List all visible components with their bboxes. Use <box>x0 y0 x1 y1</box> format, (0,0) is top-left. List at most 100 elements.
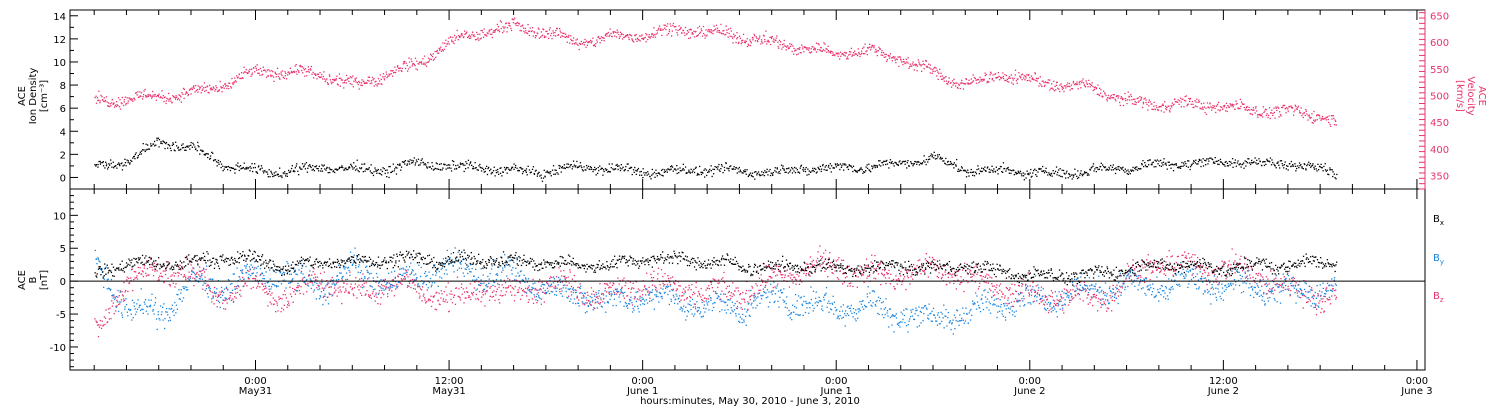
density-point <box>1015 172 1017 174</box>
bz-point <box>568 295 570 297</box>
density-point <box>541 180 544 182</box>
density-point <box>309 165 311 167</box>
velocity-point <box>1053 80 1055 82</box>
velocity-point <box>293 71 296 73</box>
bz-point <box>346 278 349 280</box>
bz-point <box>1046 298 1048 300</box>
velocity-point <box>1297 107 1299 109</box>
bz-point <box>511 294 513 296</box>
bz-point <box>905 288 907 291</box>
bz-point <box>990 289 992 292</box>
bz-point <box>938 272 940 274</box>
density-point <box>347 168 349 171</box>
bz-point <box>591 301 594 303</box>
velocity-point <box>133 97 135 100</box>
density-point <box>952 163 955 166</box>
density-point <box>1281 163 1283 165</box>
density-point <box>1170 164 1172 166</box>
velocity-point <box>861 47 864 50</box>
density-point <box>476 169 478 171</box>
density-point <box>258 165 260 167</box>
bz-point <box>1061 309 1064 311</box>
bz-point <box>571 278 573 280</box>
velocity-point <box>497 29 499 32</box>
velocity-point <box>300 66 302 68</box>
velocity-point <box>1242 103 1244 106</box>
velocity-point <box>159 97 161 99</box>
density-point <box>262 170 264 172</box>
velocity-point <box>1163 111 1165 113</box>
velocity-point <box>1230 105 1232 107</box>
bz-point <box>105 309 107 311</box>
density-point <box>1035 174 1037 176</box>
density-point <box>961 167 963 169</box>
velocity-point <box>695 30 697 33</box>
bz-point <box>711 287 713 289</box>
density-point <box>615 164 617 166</box>
velocity-point <box>1248 106 1250 108</box>
bz-point <box>369 294 372 296</box>
density-point <box>803 170 805 172</box>
bz-point <box>931 256 934 259</box>
velocity-point <box>950 82 952 84</box>
density-point <box>1077 170 1079 172</box>
density-point <box>571 168 573 170</box>
density-point <box>1277 162 1279 164</box>
velocity-point <box>921 70 923 72</box>
bz-point <box>898 279 901 281</box>
density-point <box>868 163 870 165</box>
velocity-point <box>430 53 432 55</box>
velocity-point <box>576 43 578 45</box>
velocity-point <box>357 83 359 86</box>
velocity-point <box>772 40 774 42</box>
velocity-point <box>376 85 378 87</box>
velocity-point <box>836 53 838 55</box>
bz-point <box>610 286 612 289</box>
density-point <box>873 164 875 166</box>
bz-point <box>726 296 728 298</box>
density-point <box>393 170 395 172</box>
density-point <box>414 162 417 164</box>
density-point <box>1022 175 1025 177</box>
velocity-point <box>660 28 662 30</box>
bz-point <box>100 327 103 329</box>
velocity-point <box>702 25 705 28</box>
density-point <box>847 168 850 171</box>
velocity-point <box>414 65 416 67</box>
density-point <box>102 165 105 167</box>
bz-point <box>561 275 563 277</box>
density-point <box>1208 160 1210 162</box>
bz-point <box>605 283 607 285</box>
bz-point <box>844 277 847 279</box>
density-point <box>299 167 301 169</box>
bz-point <box>160 275 162 277</box>
density-point <box>245 168 247 170</box>
density-point <box>894 161 897 164</box>
density-point <box>1334 177 1336 179</box>
velocity-point <box>855 53 857 55</box>
density-point <box>658 172 660 174</box>
density-point <box>231 167 234 169</box>
velocity-point <box>448 37 450 39</box>
velocity-point <box>1296 108 1298 110</box>
bz-point <box>432 295 434 298</box>
density-point <box>794 172 797 174</box>
density-point <box>650 178 652 180</box>
density-point <box>1011 170 1013 172</box>
velocity-point <box>984 72 986 74</box>
velocity-point <box>324 80 326 83</box>
density-point <box>276 173 279 175</box>
velocity-point <box>1305 109 1307 111</box>
density-point <box>851 166 853 169</box>
density-point <box>619 167 621 169</box>
bz-point <box>973 266 975 268</box>
velocity-point <box>1189 98 1191 100</box>
velocity-point <box>533 32 536 34</box>
density-point <box>1135 168 1137 171</box>
velocity-point <box>220 87 223 89</box>
velocity-point <box>1109 98 1111 100</box>
velocity-point <box>683 32 685 34</box>
bz-point <box>172 282 174 284</box>
velocity-point <box>796 54 798 56</box>
velocity-point <box>865 51 867 53</box>
